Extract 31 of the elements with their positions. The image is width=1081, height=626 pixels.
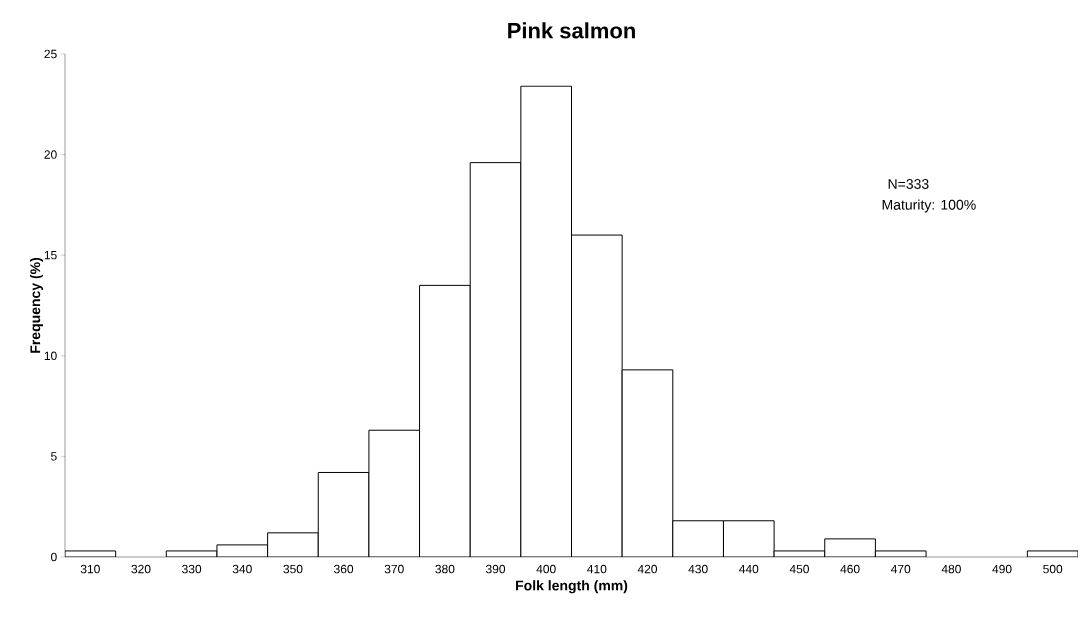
x-tick-label: 500 <box>1043 564 1063 574</box>
x-tick-label: 340 <box>232 564 252 574</box>
y-tick-label: 25 <box>44 49 57 59</box>
y-tick-label: 20 <box>44 150 57 159</box>
x-tick-label: 400 <box>536 564 556 574</box>
y-axis-title: Frequency (%) <box>29 257 43 353</box>
x-tick-label: 380 <box>435 564 455 574</box>
x-tick-label: 390 <box>485 564 506 574</box>
x-tick-label: 420 <box>637 564 658 574</box>
x-tick-label: 330 <box>182 564 202 574</box>
annotation: N=333 <box>888 179 929 189</box>
x-tick-label: 370 <box>384 564 404 574</box>
x-tick-label: 450 <box>789 564 809 574</box>
x-tick-label: 490 <box>992 564 1012 574</box>
annotation: Maturity: 100% <box>882 199 976 213</box>
y-tick-label: 15 <box>44 251 57 260</box>
chart-title: Pink salmon <box>508 22 635 39</box>
x-tick-label: 320 <box>131 564 151 574</box>
x-tick-label: 460 <box>840 564 860 574</box>
x-tick-label: 470 <box>891 564 911 574</box>
x-tick-label: 350 <box>283 564 303 574</box>
x-tick-label: 480 <box>941 564 961 574</box>
y-tick-label: 5 <box>51 452 57 461</box>
x-tick-label: 360 <box>334 564 354 574</box>
x-tick-label: 430 <box>688 564 708 574</box>
x-axis-title: Folk length (mm) <box>516 580 628 594</box>
x-tick-label: 440 <box>739 564 759 574</box>
y-tick-label: 0 <box>51 552 57 562</box>
x-tick-label: 410 <box>587 564 607 574</box>
y-tick-label: 10 <box>44 351 57 361</box>
x-tick-label: 310 <box>80 564 100 574</box>
